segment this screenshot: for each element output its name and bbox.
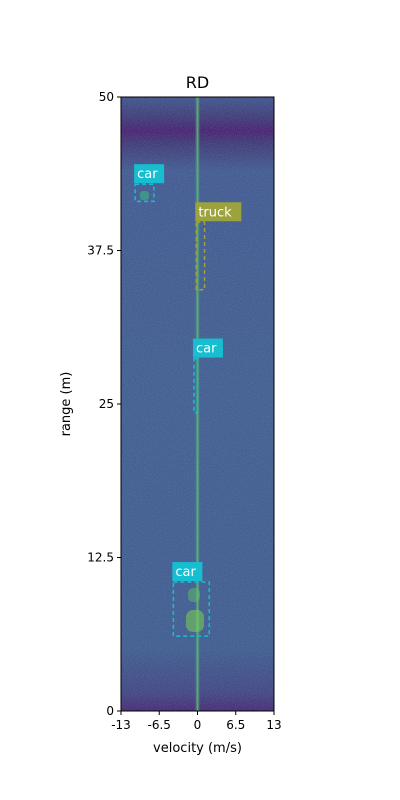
x-tick-label: 6.5 <box>226 718 245 732</box>
detection-label-bg-car <box>134 164 165 184</box>
detection-label-bg-car <box>172 562 203 582</box>
detection-box-car <box>193 357 199 414</box>
hotspot-near-2 <box>188 588 200 602</box>
x-tick-label: -13 <box>111 718 131 732</box>
detection-label-car: car <box>175 565 196 580</box>
y-tick-label: 37.5 <box>87 244 114 258</box>
detection-label-bg-truck <box>195 202 242 222</box>
detection-box-car <box>134 183 155 203</box>
x-axis-label: velocity (m/s) <box>153 741 242 756</box>
detection-box-car <box>172 581 211 637</box>
detection-box-truck <box>195 221 206 291</box>
y-axis: 0 12.5 25 37.5 50 <box>87 90 121 718</box>
detection-label-car: car <box>137 167 158 182</box>
x-tick-label: 13 <box>266 718 281 732</box>
y-tick-label: 50 <box>99 90 114 104</box>
y-tick-label: 25 <box>99 397 114 411</box>
x-axis: -13 -6.5 0 6.5 13 <box>111 711 282 732</box>
hotspot-far-car <box>140 191 149 200</box>
y-tick-label: 12.5 <box>87 551 114 565</box>
zero-doppler-line <box>194 97 201 711</box>
x-tick-label: -6.5 <box>148 718 171 732</box>
y-tick-label: 0 <box>106 704 114 718</box>
y-axis-label: range (m) <box>59 372 74 437</box>
detections-layer: car truck car car <box>134 164 242 637</box>
detection-label-bg-car <box>192 338 223 358</box>
x-tick-label: 0 <box>194 718 202 732</box>
hotspot-near <box>186 610 204 632</box>
heatmap-area <box>121 97 274 711</box>
detection-label-car: car <box>196 342 217 357</box>
detection-label-truck: truck <box>198 205 232 220</box>
chart-title: RD <box>186 73 209 92</box>
